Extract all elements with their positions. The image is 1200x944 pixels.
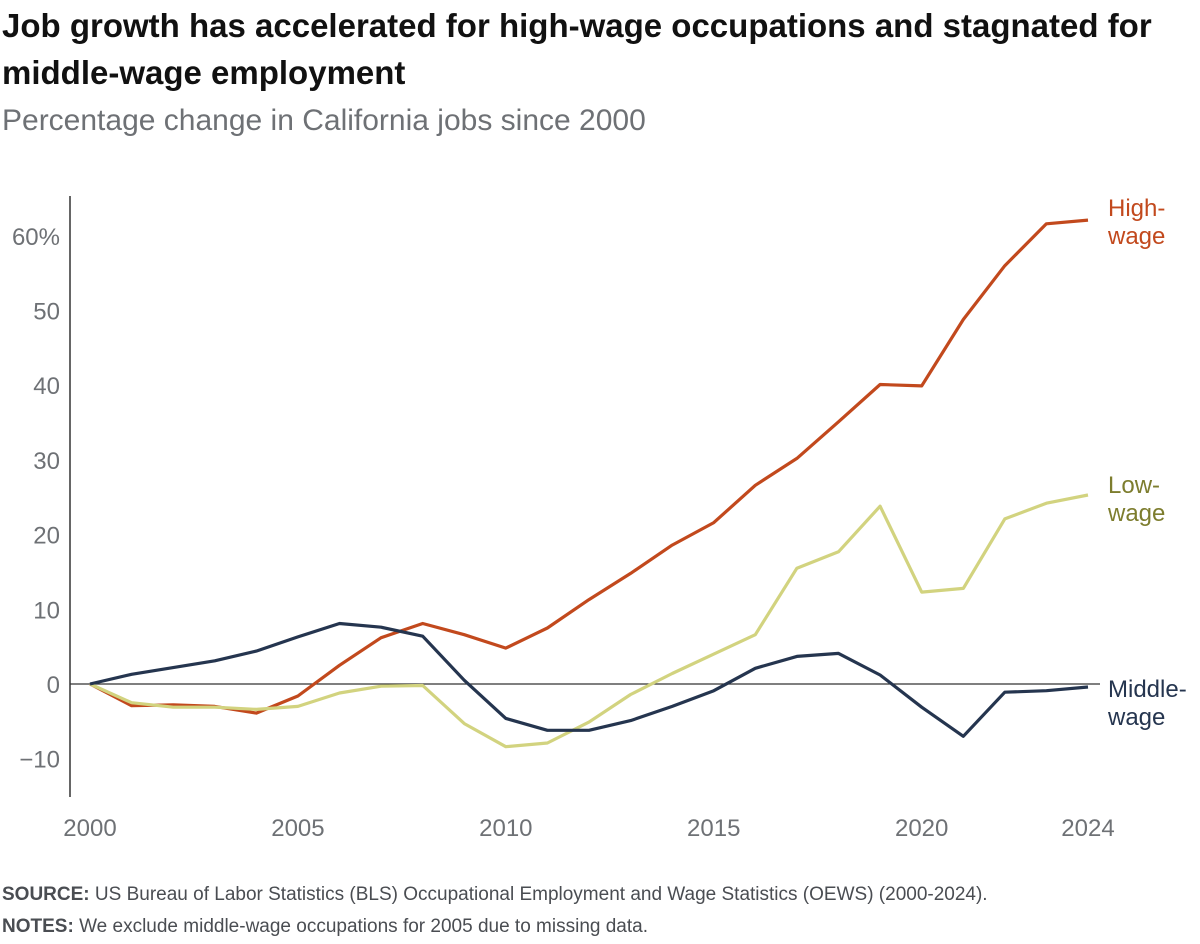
x-tick-label: 2015 [687, 815, 740, 842]
source-label: SOURCE: [2, 884, 90, 905]
low-wage-series-label: wage [1107, 500, 1165, 527]
y-tick-label: 10 [33, 597, 60, 624]
notes-note: NOTES: We exclude middle-wage occupation… [2, 916, 648, 938]
y-tick-label: 40 [33, 373, 60, 400]
low-wage-line [89, 493, 1089, 749]
high-wage-series-label: wage [1107, 223, 1165, 250]
source-note: SOURCE: US Bureau of Labor Statistics (B… [2, 884, 988, 906]
x-tick-label: 2020 [895, 815, 948, 842]
x-tick-label: 2010 [479, 815, 532, 842]
chart-subtitle: Percentage change in California jobs sin… [2, 104, 646, 137]
source-text: US Bureau of Labor Statistics (BLS) Occu… [94, 884, 988, 905]
middle-wage-line [89, 621, 1089, 738]
high-wage-series-label: High- [1108, 195, 1165, 222]
x-tick-label: 2005 [271, 815, 324, 842]
y-axis: 60% 50 40 30 20 10 0 −10 [12, 196, 71, 797]
high-wage-line [89, 218, 1089, 715]
x-axis: 2000 2005 2010 2015 2020 2024 [63, 683, 1115, 842]
middle-wage-series-label: wage [1107, 704, 1165, 731]
x-tick-label: 2024 [1061, 815, 1114, 842]
y-tick-label: 20 [33, 523, 60, 550]
y-tick-label: −10 [19, 747, 60, 774]
y-tick-label: 0 [47, 672, 60, 699]
low-wage-series-label: Low- [1108, 472, 1160, 499]
chart-title: Job growth has accelerated for high-wage… [2, 7, 1152, 91]
y-tick-label: 30 [33, 448, 60, 475]
x-tick-label: 2000 [63, 815, 116, 842]
series-lines [89, 218, 1089, 749]
notes-text: We exclude middle-wage occupations for 2… [79, 916, 648, 937]
y-tick-label: 50 [33, 299, 60, 326]
notes-label: NOTES: [2, 916, 74, 937]
y-tick-label: 60% [12, 224, 60, 251]
middle-wage-series-label: Middle- [1108, 676, 1187, 703]
